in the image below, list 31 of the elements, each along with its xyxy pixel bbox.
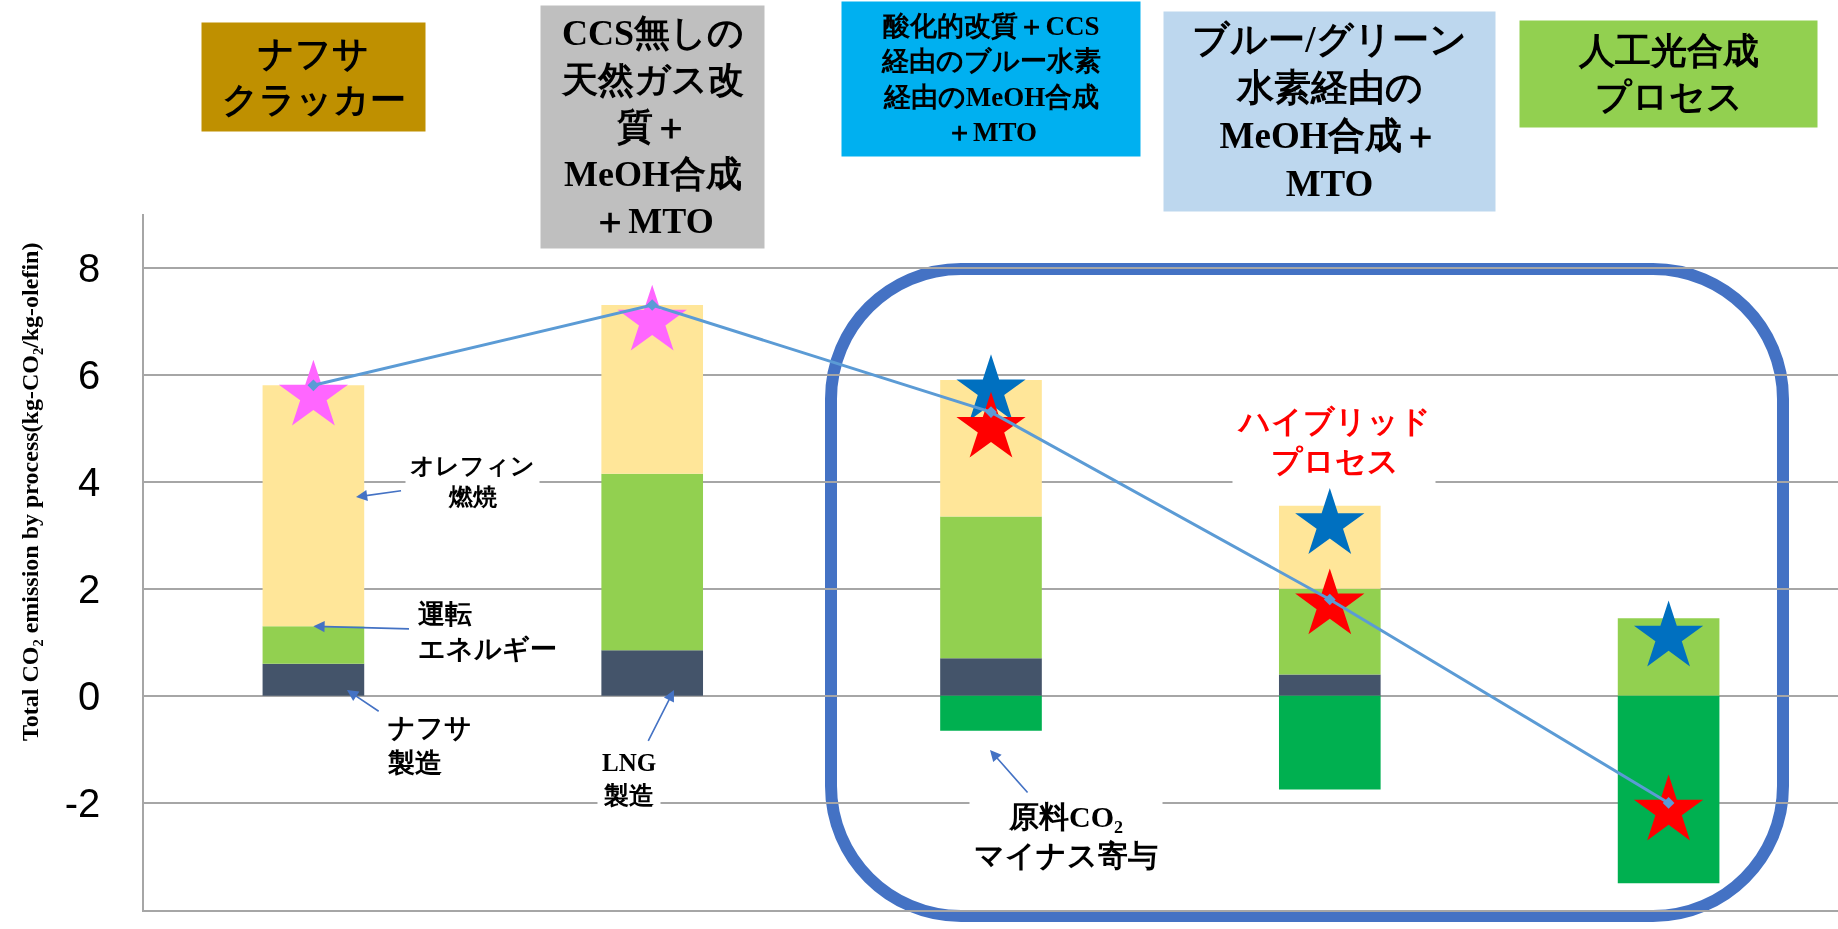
annotation: ナフサ製造 — [387, 713, 472, 779]
bar — [262, 626, 365, 664]
y-axis-title: Total CO₂ emission by process(kg-CO₂/kg-olefin) — [17, 242, 43, 741]
y-tick-label: 2 — [78, 566, 101, 611]
bar — [1278, 695, 1381, 790]
y-tick-label: 6 — [78, 352, 101, 397]
bar — [601, 305, 704, 474]
x-tick-label: ナフサクラッカー — [221, 33, 406, 121]
bar — [940, 658, 1042, 696]
bar — [940, 695, 1042, 731]
y-tick-label: 8 — [78, 245, 101, 290]
y-tick-label: 4 — [78, 459, 101, 504]
bar — [262, 385, 365, 627]
annotation: オレフィン燃焼 — [410, 453, 535, 511]
bar — [1278, 674, 1381, 696]
bar — [601, 473, 704, 651]
bar — [262, 663, 365, 696]
y-tick-label: -2 — [64, 780, 101, 825]
annotation: LNG製造 — [602, 749, 657, 809]
x-tick-label: ブルー/グリーン水素経由のMeOH合成＋MTO — [1192, 18, 1467, 205]
x-tick-label: 人工光合成プロセス — [1578, 30, 1759, 118]
annotation: 運転エネルギー — [418, 599, 557, 665]
bar — [1617, 695, 1720, 884]
y-tick-label: 0 — [78, 673, 101, 718]
annotation: 原料CO₂マイナス寄与 — [974, 800, 1158, 872]
point — [278, 359, 349, 426]
bar — [940, 516, 1042, 659]
x-tick-label: 酸化的改質＋CCS経由のブルー水素経由のMeOH合成＋MTO — [881, 11, 1101, 147]
annotation: ハイブリッドプロセス — [1237, 404, 1431, 480]
bar — [601, 650, 704, 696]
x-tick-label: CCS無しの天然ガス改質＋MeOH合成＋MTO — [560, 13, 745, 241]
